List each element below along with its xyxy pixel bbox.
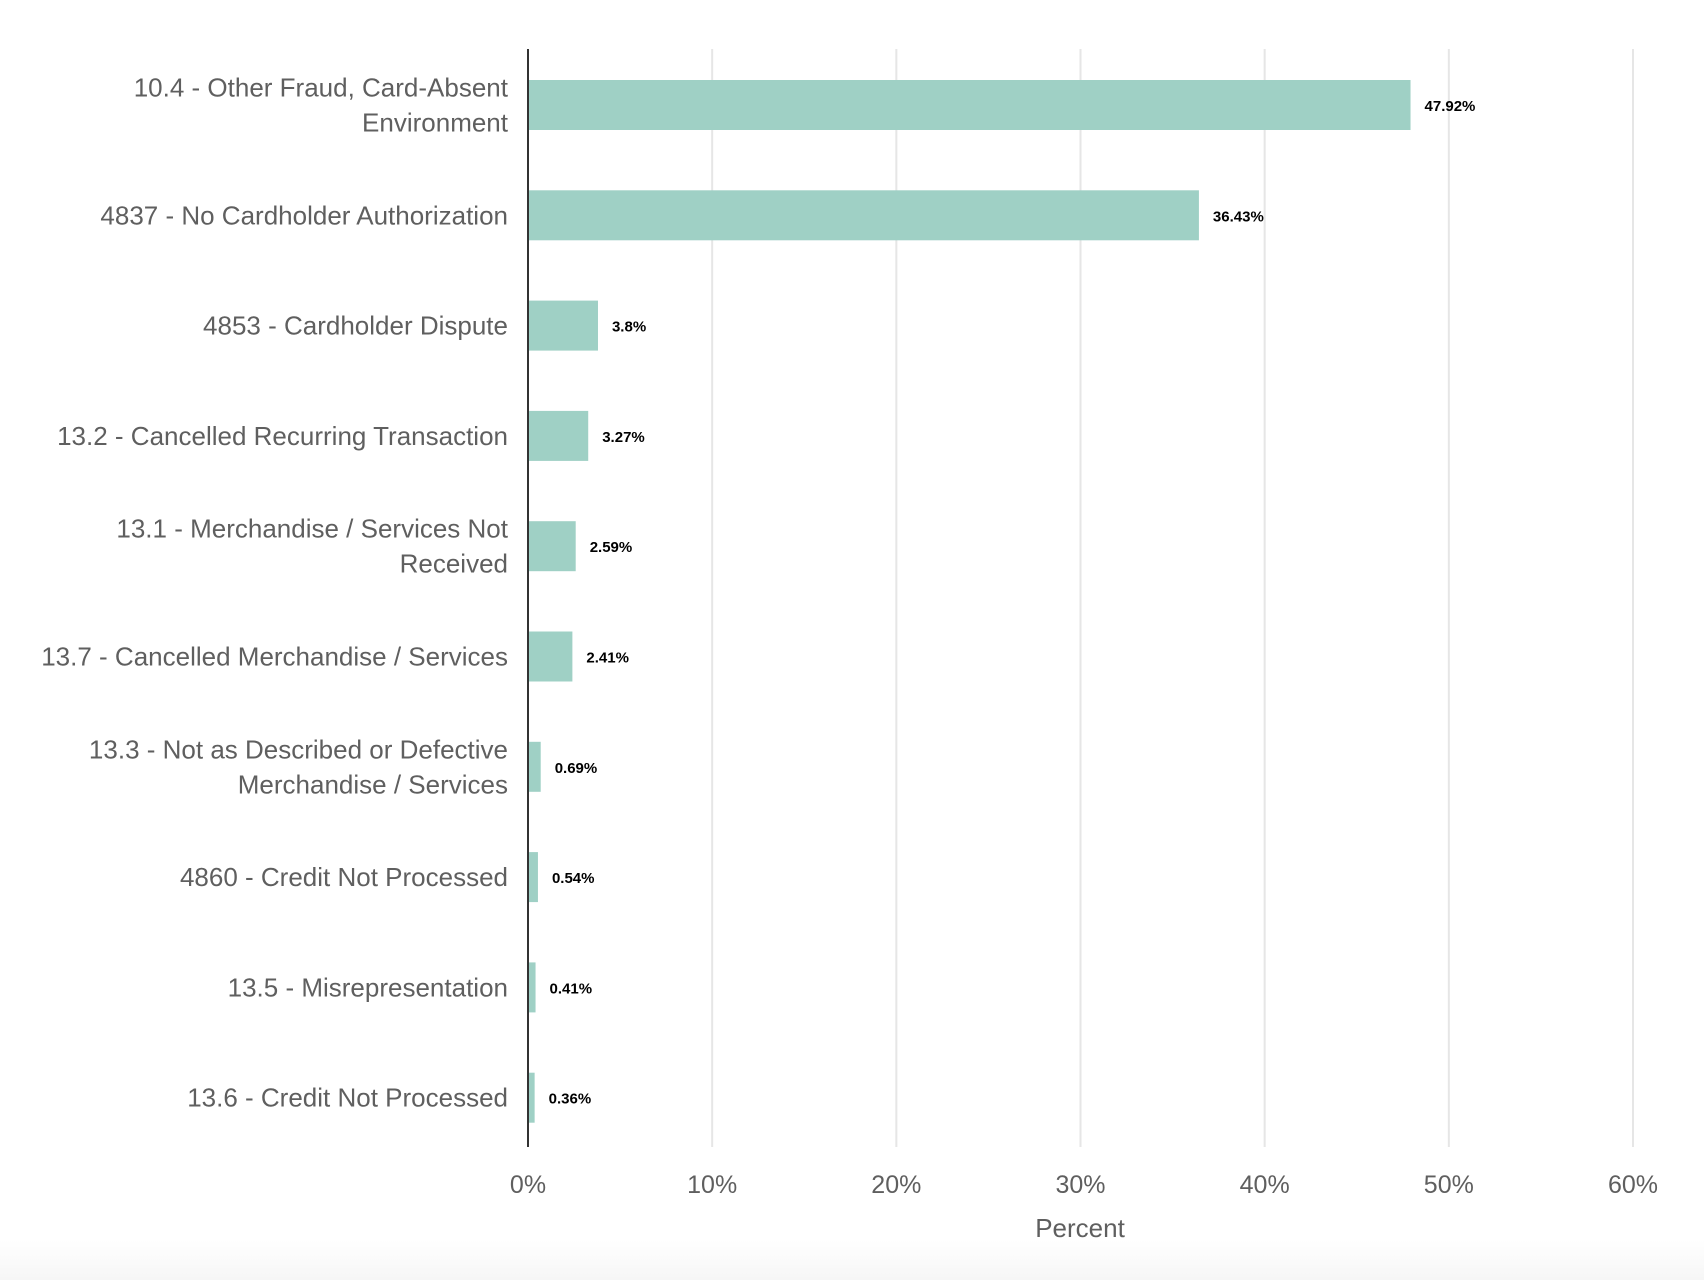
- data-label: 3.27%: [602, 429, 645, 446]
- bar: [528, 631, 573, 682]
- data-label: 2.59%: [590, 539, 633, 556]
- category-label-line: Merchandise / Services: [238, 769, 508, 799]
- category-label: 13.6 - Credit Not Processed: [187, 1083, 508, 1113]
- bar: [528, 190, 1199, 241]
- category-label-line: Received: [400, 549, 508, 579]
- x-axis-label: Percent: [1035, 1213, 1125, 1243]
- data-label: 36.43%: [1213, 208, 1264, 225]
- data-label: 0.54%: [552, 870, 595, 887]
- bar: [528, 300, 598, 351]
- bar: [528, 521, 576, 572]
- bar: [528, 962, 536, 1013]
- category-label: 13.7 - Cancelled Merchandise / Services: [41, 642, 508, 672]
- category-label: 10.4 - Other Fraud, Card-Absent Environme…: [134, 73, 509, 138]
- category-label-line: 13.2 - Cancelled Recurring Transaction: [57, 421, 508, 451]
- category-label: 13.3 - Not as Described or Defective Merc…: [89, 734, 508, 799]
- data-label: 0.69%: [555, 760, 598, 777]
- bar: [528, 80, 1411, 130]
- x-tick-label: 0%: [510, 1171, 546, 1199]
- x-tick-label: 60%: [1608, 1171, 1658, 1199]
- data-label: 3.8%: [612, 319, 646, 336]
- data-label: 0.41%: [550, 980, 593, 997]
- category-label-line: Environment: [362, 108, 509, 138]
- footer-shade: [0, 1240, 1704, 1280]
- category-label: 4860 - Credit Not Processed: [180, 862, 508, 892]
- data-label: 47.92%: [1425, 98, 1476, 115]
- category-label-line: 10.4 - Other Fraud, Card-Absent: [134, 73, 509, 103]
- x-tick-label: 10%: [687, 1171, 737, 1199]
- category-label-line: 13.5 - Misrepresentation: [228, 972, 508, 1002]
- category-label-line: 13.7 - Cancelled Merchandise / Services: [41, 642, 508, 672]
- bar: [528, 852, 538, 903]
- category-label-line: 4853 - Cardholder Dispute: [203, 311, 508, 341]
- category-label-line: 4837 - No Cardholder Authorization: [100, 200, 508, 230]
- category-label: 13.1 - Merchandise / Services Not Receive…: [116, 514, 508, 579]
- category-label-line: 4860 - Credit Not Processed: [180, 862, 508, 892]
- category-label: 4853 - Cardholder Dispute: [203, 311, 508, 341]
- x-tick-label: 20%: [871, 1171, 921, 1199]
- bar: [528, 410, 589, 461]
- x-tick-label: 50%: [1424, 1171, 1474, 1199]
- bar: [528, 741, 541, 792]
- data-label: 2.41%: [586, 650, 629, 667]
- category-label-line: 13.3 - Not as Described or Defective: [89, 734, 508, 764]
- x-tick-label: 40%: [1240, 1171, 1290, 1199]
- category-label-line: 13.1 - Merchandise / Services Not: [116, 514, 508, 544]
- category-label: 13.2 - Cancelled Recurring Transaction: [57, 421, 508, 451]
- x-tick-label: 30%: [1055, 1171, 1105, 1199]
- category-label: 13.5 - Misrepresentation: [228, 972, 508, 1002]
- category-label-line: 13.6 - Credit Not Processed: [187, 1083, 508, 1113]
- bar: [528, 1072, 535, 1123]
- category-label: 4837 - No Cardholder Authorization: [100, 200, 508, 230]
- data-label: 0.36%: [549, 1091, 592, 1108]
